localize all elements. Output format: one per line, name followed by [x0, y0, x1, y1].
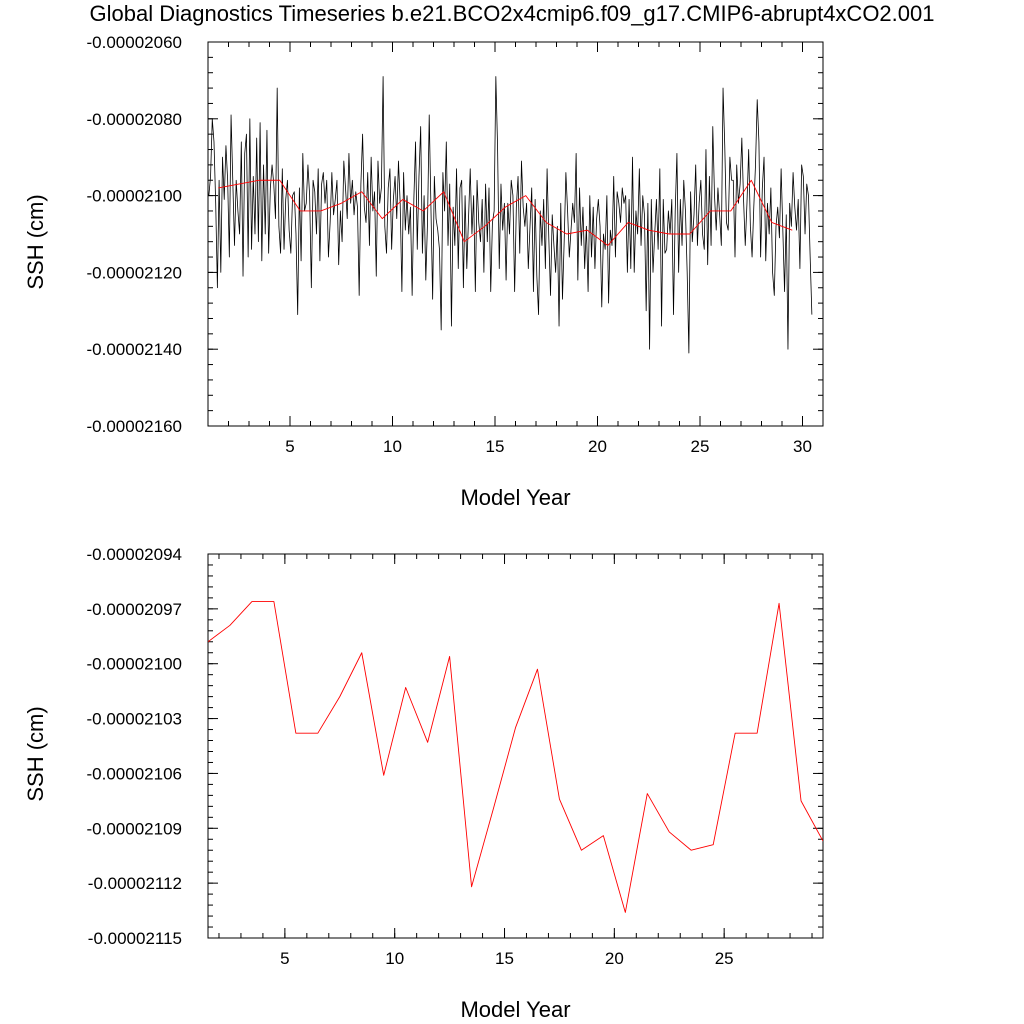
y-tick-label: -0.00002112 [88, 874, 182, 893]
plot-frame [207, 553, 824, 939]
y-tick-label: -0.00002094 [87, 545, 182, 564]
y-tick-label: -0.00002160 [87, 417, 182, 436]
x-tick-label: 30 [793, 437, 812, 456]
y-tick-label: -0.00002109 [87, 819, 182, 838]
x-tick-label: 20 [605, 949, 624, 968]
bottom-panel: 5 10 15 20 25 -0.00002094 -0.00002097 -0.000021… [23, 545, 824, 1022]
y-tick-label: -0.00002060 [87, 33, 182, 52]
x-tick-label: 15 [495, 949, 514, 968]
x-tick-label: 10 [383, 437, 402, 456]
x-tick-label: 25 [691, 437, 710, 456]
x-tick-label: 20 [588, 437, 607, 456]
x-tick-label: 5 [285, 437, 294, 456]
chart-title: Global Diagnostics Timeseries b.e21.BCO2… [89, 1, 935, 26]
x-axis-title: Model Year [460, 997, 570, 1022]
y-axis-title: SSH (cm) [23, 706, 48, 801]
x-tick-label: 25 [715, 949, 734, 968]
series-line-annual [218, 179, 793, 246]
y-tick-label: -0.00002106 [87, 764, 182, 783]
series-line-annual [208, 601, 823, 913]
y-tick-label: -0.00002103 [87, 710, 182, 729]
y-tick-label: -0.00002120 [87, 263, 182, 282]
y-tick-label: -0.00002100 [87, 655, 182, 674]
y-axis-title: SSH (cm) [23, 194, 48, 289]
top-panel: 5 10 15 20 25 30 -0.00002060 -0.00002080 -0.0000… [23, 33, 824, 510]
y-tick-label: -0.00002140 [87, 340, 182, 359]
y-tick-label: -0.00002080 [87, 110, 182, 129]
series-line-monthly [208, 76, 813, 354]
x-tick-label: 5 [280, 949, 289, 968]
x-axis-title: Model Year [460, 485, 570, 510]
y-tick-label: -0.00002100 [87, 187, 182, 206]
x-tick-label: 10 [385, 949, 404, 968]
y-tick-label: -0.00002115 [88, 929, 182, 948]
x-tick-label: 15 [486, 437, 505, 456]
y-tick-label: -0.00002097 [87, 600, 182, 619]
